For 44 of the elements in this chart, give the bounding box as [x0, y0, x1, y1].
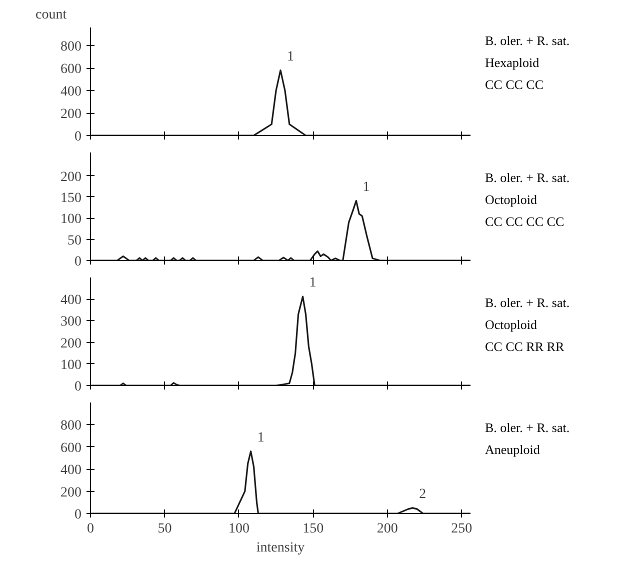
text: B. oler. + R. sat.	[485, 420, 570, 435]
y-tick-label: 200	[60, 336, 82, 352]
y-tick-label: 600	[60, 62, 82, 77]
y-tick-label: 400	[60, 463, 82, 478]
x-tick-label: 150	[302, 522, 324, 536]
y-tick-label: 800	[60, 418, 82, 434]
text: B. oler. + R. sat.	[485, 170, 570, 185]
x-tick-label: 50	[158, 522, 172, 536]
y-tick-label: 200	[60, 107, 82, 122]
y-tick-label: 100	[60, 212, 82, 228]
text: Hexaploid	[485, 55, 540, 70]
y-tick-label: 800	[60, 40, 82, 54]
text: CC CC RR RR	[485, 339, 564, 354]
y-tick-label: 600	[60, 440, 82, 456]
text: Aneuploid	[485, 442, 540, 457]
y-tick-label: 200	[60, 170, 82, 185]
text: B. oler. + R. sat.	[485, 33, 570, 48]
y-tick-label: 200	[60, 485, 82, 500]
text: Octoploid	[485, 192, 537, 207]
text: CC CC CC	[485, 77, 544, 92]
y-tick-label: 100	[60, 358, 82, 373]
x-tick-label: 250	[451, 522, 472, 536]
y-tick-label: 400	[60, 293, 82, 308]
annotation: 1	[309, 276, 316, 291]
y-tick-label: 400	[60, 84, 82, 100]
y-tick-label: 300	[60, 314, 82, 330]
y-tick-label: 0	[74, 508, 82, 522]
x-axis-title: intensity	[256, 540, 305, 556]
annotation: 1	[287, 49, 294, 64]
text: CC CC CC CC	[485, 214, 564, 229]
x-tick-label: 0	[87, 522, 94, 536]
y-tick-label: 0	[74, 130, 82, 144]
y-tick-label: 0	[74, 254, 82, 270]
y-tick-label: 150	[60, 190, 82, 206]
y-axis-title: count	[36, 8, 67, 22]
x-tick-label: 100	[228, 522, 250, 536]
annotation: 2	[419, 486, 426, 502]
annotation: 1	[257, 430, 264, 446]
text: B. oler. + R. sat.	[485, 295, 570, 310]
text: Octoploid	[485, 317, 537, 332]
y-tick-label: 0	[74, 380, 82, 394]
x-tick-label: 200	[376, 522, 398, 536]
y-tick-label: 50	[68, 233, 82, 248]
annotation: 1	[362, 180, 370, 195]
